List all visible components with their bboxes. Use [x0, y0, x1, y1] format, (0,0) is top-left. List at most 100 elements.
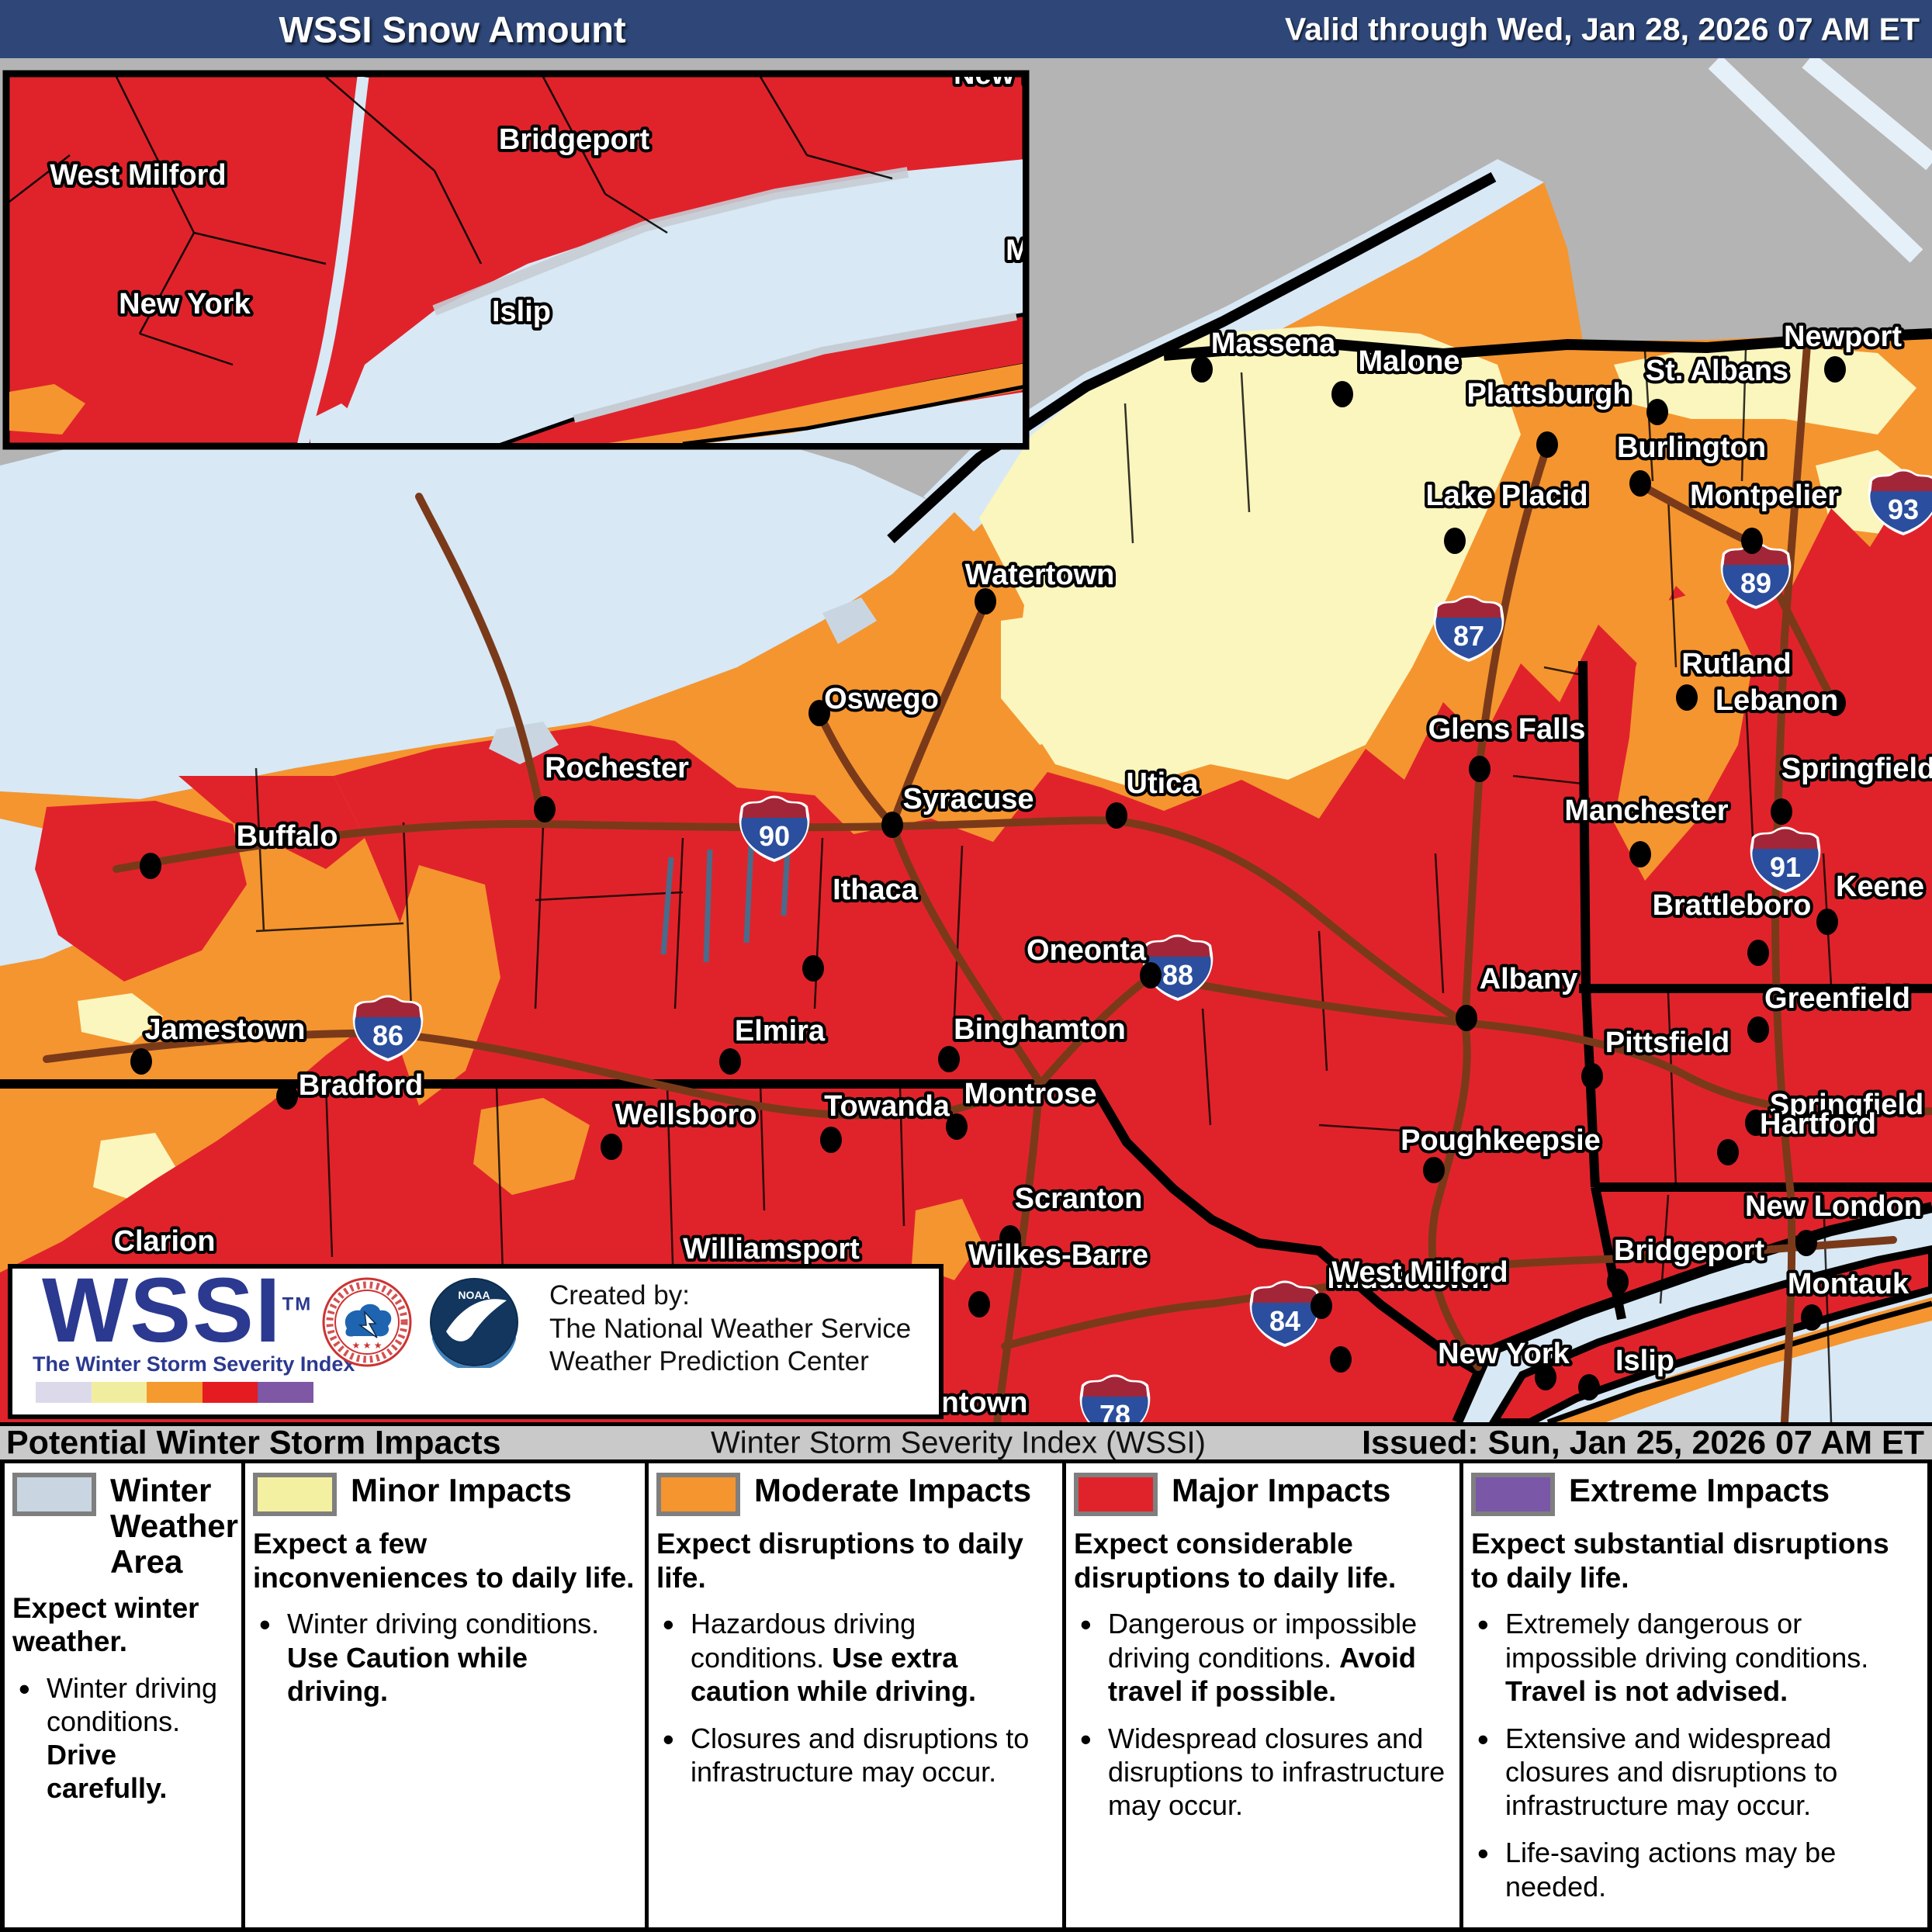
city-dot [1330, 1346, 1352, 1373]
city-label: Springfield [1770, 1089, 1923, 1121]
interstate-shield-90: 90 [739, 795, 810, 862]
city-label: Massena [1211, 327, 1336, 360]
legend-col-major: Major Impacts Expect considerable disrup… [1066, 1463, 1463, 1927]
wssi-tagline: The Winter Storm Severity Index [33, 1352, 355, 1376]
city-label: Rutland [1681, 648, 1791, 680]
city-dot [1578, 1374, 1600, 1401]
svg-text:84: 84 [1269, 1305, 1300, 1337]
city-dot [802, 955, 824, 982]
city-label: Pittsfield [1605, 1027, 1729, 1059]
finger-lakes [660, 845, 791, 963]
city-label: Oneonta [1027, 934, 1147, 967]
city-dot [938, 1046, 960, 1072]
city-dot [881, 812, 903, 838]
inset-city-label: Islip [492, 296, 551, 328]
svg-text:88: 88 [1162, 959, 1193, 991]
city-label: St. Albans [1646, 355, 1788, 387]
city-label: West Milford [1331, 1256, 1508, 1289]
city-label: Rochester [545, 752, 689, 784]
city-dot [1741, 528, 1763, 554]
city-label: Glens Falls [1428, 713, 1586, 746]
city-label: Greenfield [1764, 982, 1910, 1015]
city-dot [1795, 1230, 1817, 1256]
city-dot [1331, 381, 1353, 407]
legend-bullet: Extensive and widespread closures and di… [1471, 1720, 1918, 1823]
city-label: New York [1438, 1338, 1570, 1370]
interstate-shield-93: 93 [1868, 469, 1932, 535]
city-dot [1106, 802, 1127, 829]
city-label: Ithaca [833, 874, 919, 906]
city-label: Syracuse [902, 783, 1034, 815]
city-label: Poughkeepsie [1401, 1124, 1601, 1157]
city-label: Utica [1127, 767, 1200, 800]
interstate-shields: 93 89 87 90 91 88 86 84 78 [352, 469, 1932, 1431]
interstate-shield-89: 89 [1720, 542, 1792, 609]
city-label: Bradford [299, 1069, 423, 1102]
major-impact-region [0, 485, 1932, 1422]
city-dot [1816, 909, 1838, 935]
interstate-shield-91: 91 [1750, 826, 1821, 893]
state-borders [0, 171, 1932, 1422]
valid-through-text: Valid through Wed, Jan 28, 2026 07 AM ET [1285, 11, 1920, 47]
city-label: Lake Placid [1425, 480, 1587, 512]
city-dot [1629, 841, 1651, 867]
svg-text:89: 89 [1740, 567, 1771, 599]
svg-text:★ ★ ★: ★ ★ ★ [352, 1340, 383, 1351]
city-label: Wilkes-Barre [968, 1239, 1148, 1272]
noaa-seal-icon: NOAA [430, 1278, 518, 1368]
city-dot [1607, 1269, 1629, 1295]
city-dot [1311, 1293, 1332, 1319]
svg-text:NOAA: NOAA [458, 1289, 490, 1301]
inset-city-label: New York [119, 288, 251, 320]
city-label: New London [1745, 1190, 1922, 1223]
city-dot [1140, 962, 1162, 989]
city-label: Watertown [965, 559, 1115, 591]
svg-text:78: 78 [1099, 1399, 1130, 1431]
legend-bullet: Extremely dangerous or impossible drivin… [1471, 1605, 1918, 1708]
city-dot [1423, 1157, 1445, 1183]
interstate-shield-86: 86 [352, 995, 424, 1061]
city-dot [1824, 690, 1846, 716]
city-label: Oswego [824, 683, 939, 715]
city-dot [719, 1048, 741, 1075]
city-label: Lebanon [1716, 684, 1838, 717]
header-bar: WSSI Snow Amount Valid through Wed, Jan … [0, 0, 1932, 58]
city-dot [1717, 1139, 1739, 1165]
city-dot [1646, 399, 1668, 425]
wssi-logo: WSSITM [42, 1259, 313, 1362]
city-label: Malone [1359, 345, 1460, 378]
legend-bullet: Closures and disruptions to infrastructu… [656, 1720, 1053, 1788]
city-label: Springfield [1781, 753, 1932, 785]
inset-city-label: Bridgeport [499, 123, 650, 156]
inset-city-label: West Milford [50, 159, 226, 192]
legend-bullet: Hazardous driving conditions. Use extra … [656, 1605, 1053, 1708]
city-label: Manchester [1564, 795, 1728, 827]
city-label: Plattsburgh [1466, 378, 1630, 410]
moderate-impacts-swatch [656, 1473, 740, 1516]
city-label: Bridgeport [1614, 1234, 1765, 1267]
winter-weather-swatch [12, 1473, 96, 1516]
city-dot [601, 1134, 622, 1160]
wssi-severity-color-strip [36, 1382, 313, 1403]
city-dot [140, 853, 161, 879]
svg-text:90: 90 [759, 820, 790, 852]
minor-impacts-swatch [253, 1473, 337, 1516]
city-label: Brattleboro [1653, 889, 1812, 922]
city-dot [1771, 798, 1792, 825]
status-bar-subtitle: Winter Storm Severity Index (WSSI) [711, 1425, 1206, 1459]
city-dot [1191, 356, 1213, 383]
inset-city-labels: West Milford New York Bridgeport Islip New L… [47, 58, 1040, 331]
inset-city-label: New L [954, 58, 1040, 91]
city-dot [1747, 940, 1769, 966]
legend-bullet: Winter driving conditions. Drive careful… [12, 1670, 232, 1806]
city-label: Middletown [1328, 1262, 1490, 1295]
city-label: Binghamton [954, 1013, 1126, 1046]
city-dot [975, 588, 996, 615]
city-dot [1747, 1016, 1769, 1043]
city-label: Elmira [735, 1015, 826, 1047]
city-label: Newport [1784, 320, 1902, 353]
city-label: Buffalo [237, 820, 338, 853]
